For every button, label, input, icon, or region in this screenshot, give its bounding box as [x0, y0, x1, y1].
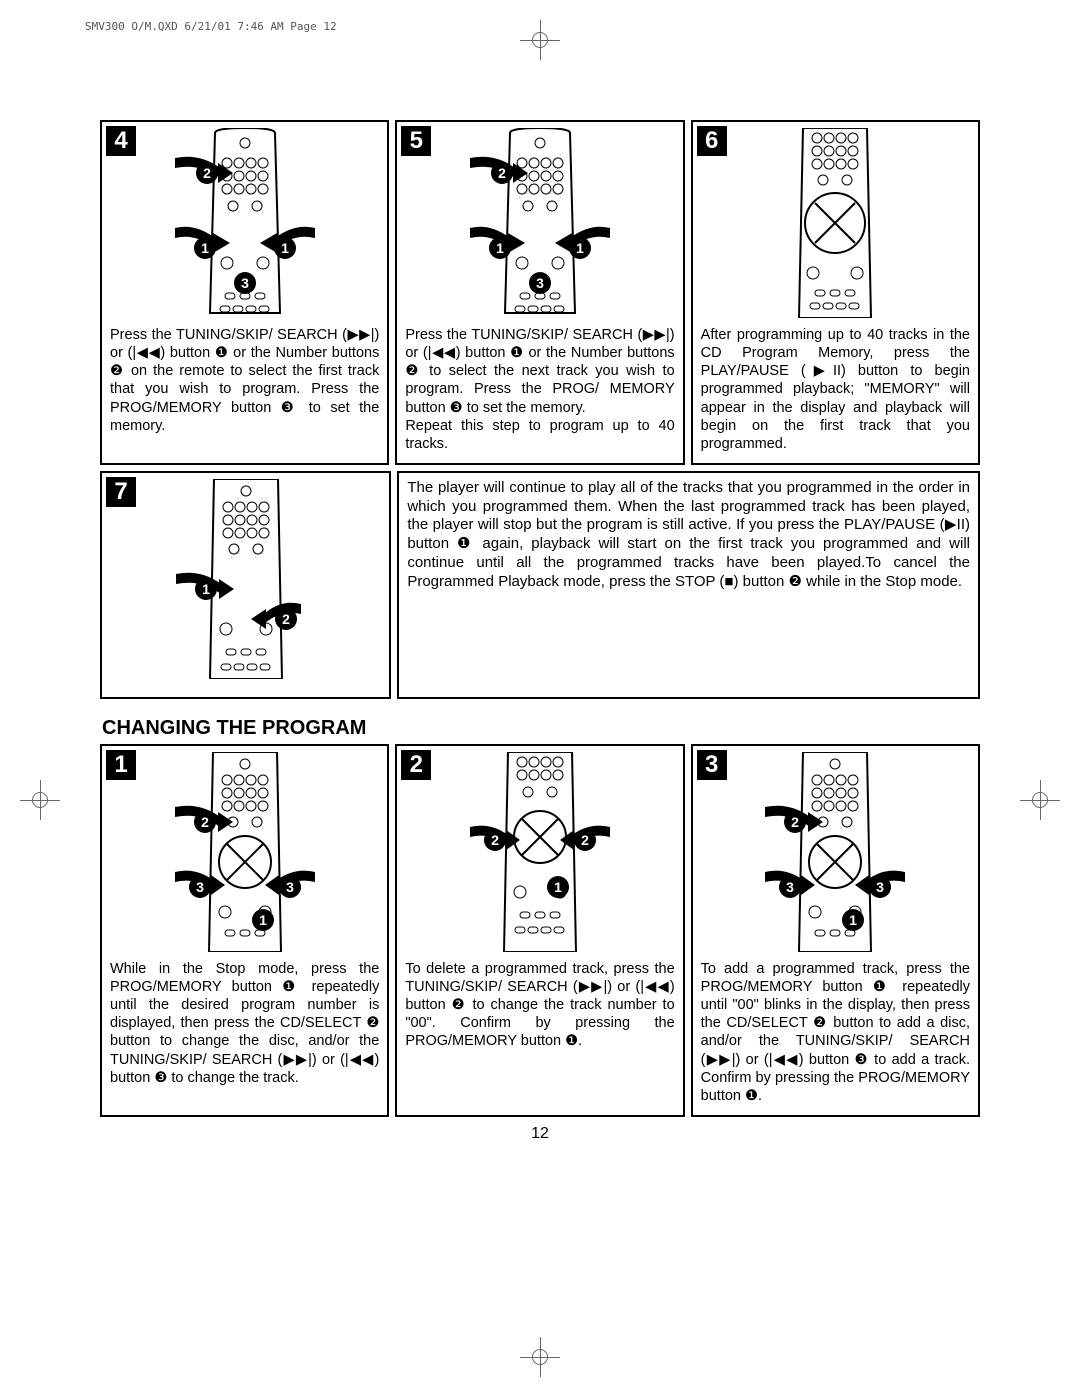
step-number: 6	[697, 126, 727, 156]
step-cell-4: 4	[100, 120, 389, 465]
step-number: 2	[401, 750, 431, 780]
step-text: While in the Stop mode, press the PROG/M…	[110, 960, 379, 1087]
step-number: 7	[106, 477, 136, 507]
remote-illustration: 1 1 2 3	[440, 128, 640, 318]
svg-text:3: 3	[876, 879, 884, 895]
svg-text:3: 3	[196, 879, 204, 895]
section-title: CHANGING THE PROGRAM	[102, 717, 980, 740]
steps-grid-bottom: 1	[100, 744, 980, 1117]
svg-text:2: 2	[498, 165, 506, 181]
cropmark-bottom	[520, 1337, 560, 1377]
step-text: The player will continue to play all of …	[407, 479, 970, 592]
step-cell-6: 6 After programming up to 40 tr	[691, 120, 980, 465]
step-text: After programming up to 40 tracks in the…	[701, 326, 970, 453]
step-text: Press the TUNING/SKIP/ SEARCH (▶▶|) or (…	[110, 326, 379, 435]
svg-text:2: 2	[203, 165, 211, 181]
svg-text:2: 2	[491, 832, 499, 848]
step-cell-7: 7 1 2	[100, 471, 391, 699]
page-number: 12	[100, 1125, 980, 1143]
step-text: To add a programmed track, press the PRO…	[701, 960, 970, 1105]
svg-text:1: 1	[849, 912, 857, 928]
page-content: 4	[100, 120, 980, 1143]
step-cell-3b: 3	[691, 744, 980, 1117]
steps-grid-mid: 7 1 2	[100, 471, 980, 699]
svg-text:2: 2	[581, 832, 589, 848]
steps-grid-top: 4	[100, 120, 980, 465]
step-7-text-cell: The player will continue to play all of …	[397, 471, 980, 699]
remote-illustration: 1 2	[146, 479, 346, 679]
svg-text:1: 1	[201, 240, 209, 256]
svg-text:1: 1	[576, 240, 584, 256]
svg-text:1: 1	[496, 240, 504, 256]
step-number: 1	[106, 750, 136, 780]
remote-illustration: 1 1 2 3	[145, 128, 345, 318]
svg-text:1: 1	[259, 912, 267, 928]
step-cell-2b: 2 2	[395, 744, 684, 1117]
step-number: 3	[697, 750, 727, 780]
svg-text:1: 1	[554, 879, 562, 895]
remote-illustration: 2 3 3 1	[735, 752, 935, 952]
remote-illustration: 2 2 1	[440, 752, 640, 952]
svg-text:1: 1	[202, 581, 210, 597]
remote-illustration: 2 3 3 1	[145, 752, 345, 952]
svg-text:2: 2	[791, 814, 799, 830]
svg-text:3: 3	[536, 275, 544, 291]
step-cell-5: 5	[395, 120, 684, 465]
step-number: 5	[401, 126, 431, 156]
step-number: 4	[106, 126, 136, 156]
cropmark-right	[1020, 780, 1060, 820]
svg-text:2: 2	[201, 814, 209, 830]
page-header: SMV300 O/M.QXD 6/21/01 7:46 AM Page 12	[85, 20, 337, 33]
cropmark-top	[520, 20, 560, 60]
step-cell-1b: 1	[100, 744, 389, 1117]
svg-text:3: 3	[241, 275, 249, 291]
remote-illustration	[735, 128, 935, 318]
step-text: Press the TUNING/SKIP/ SEARCH (▶▶|) or (…	[405, 326, 674, 453]
svg-text:3: 3	[286, 879, 294, 895]
svg-text:3: 3	[786, 879, 794, 895]
step-text: To delete a programmed track, press the …	[405, 960, 674, 1051]
svg-text:1: 1	[281, 240, 289, 256]
cropmark-left	[20, 780, 60, 820]
svg-text:2: 2	[282, 611, 290, 627]
